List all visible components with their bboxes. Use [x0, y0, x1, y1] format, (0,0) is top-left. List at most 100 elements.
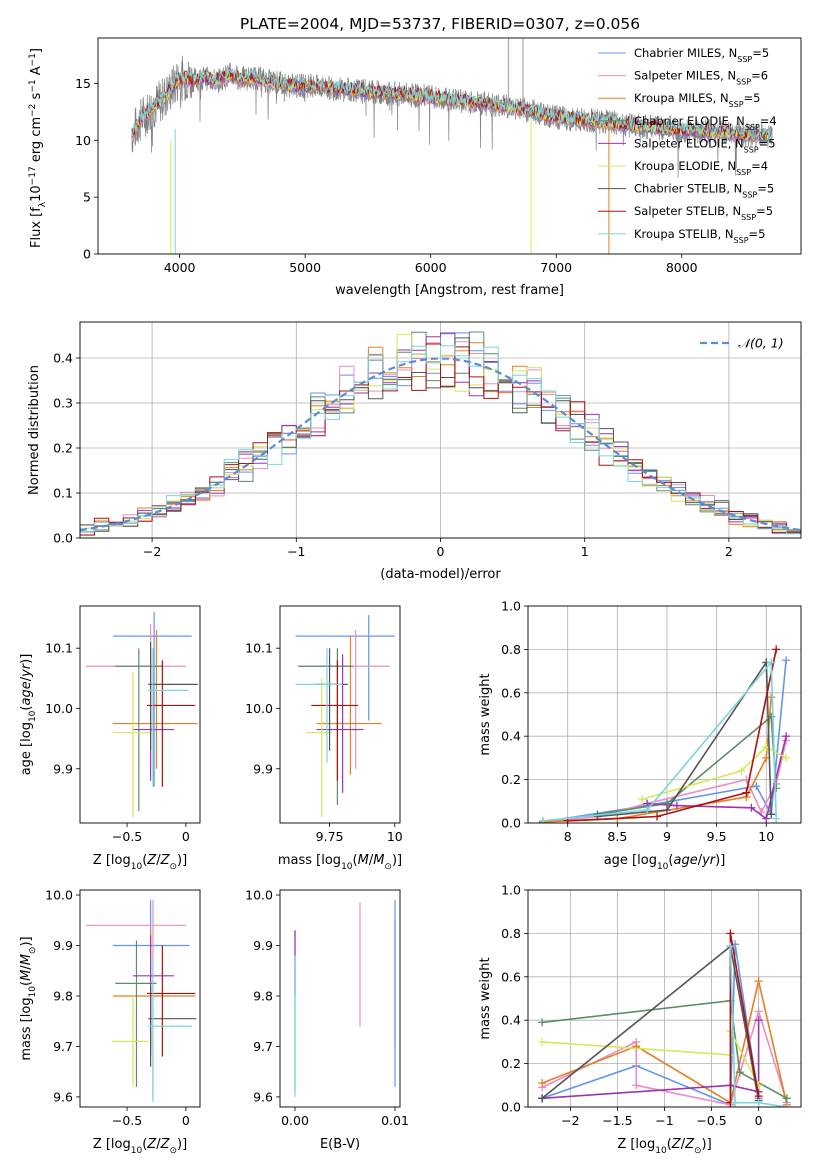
y-tick-label: 9.9	[53, 761, 73, 776]
mass-weight-point	[672, 801, 681, 810]
x-tick-label: −0.5	[112, 1113, 142, 1128]
legend-entry: Chabrier STELIB, NSSP=5	[634, 182, 774, 200]
axis-label: Z [log10(Z/Z⊙)]	[93, 1137, 187, 1156]
mass-weight-point	[772, 645, 781, 654]
mass_vs_Z-plot-area	[85, 900, 197, 1102]
x-tick-label: 2	[725, 544, 733, 559]
weight_vs_Z-panel: −2 −1.5 −1 −0.5 0 0.0 0.2 0.4 0.6 0.8 1.0 Z [log10(…	[478, 883, 802, 1156]
mass-weight-point	[782, 753, 791, 762]
legend: Chabrier MILES, NSSP=5 Salpeter MILES, NS…	[598, 46, 777, 244]
residuals-panel: −2 −1 0 1 2 0.0 0.1 0.2 0.3 0.4 (data-model)/error…	[27, 321, 802, 582]
y-axis-label: mass weight	[478, 673, 493, 755]
weight_vs_age-panel: 8 8.5 9 9.5 10 0.0 0.2 0.4 0.6 0.8 1.0 age [log10(a…	[478, 599, 802, 872]
y-tick-label: 0.2	[53, 441, 73, 456]
y-tick-label: 10.0	[45, 888, 73, 903]
y-tick-label: 0.4	[53, 351, 73, 366]
x-axis-label: E(B-V)	[320, 1137, 360, 1152]
mass-weight-series-line	[541, 944, 760, 1101]
legend-entry: Salpeter MILES, NSSP=6	[634, 69, 768, 87]
mass-weight-point	[754, 1007, 763, 1016]
residuals-plot-area	[80, 331, 801, 537]
mass-weight-point	[762, 814, 771, 823]
y-tick-label: 10.0	[245, 701, 273, 716]
age_vs_Z-panel: −0.5 0 9.9 10.0 10.1 Z [log10(Z/Z⊙)] age [log1…	[19, 605, 201, 872]
x-axis-label: (data-model)/error	[380, 567, 501, 582]
x-tick-label: 4000	[164, 260, 196, 275]
mass-weight-point	[767, 658, 776, 667]
weight_vs_age-plot-area	[538, 645, 791, 823]
y-tick-label: 9.6	[253, 1089, 273, 1104]
mass-weight-point	[726, 929, 735, 938]
mass-weight-point	[538, 1037, 547, 1046]
weight_vs_Z-plot-area	[538, 929, 791, 1107]
mass-weight-point	[767, 810, 776, 819]
legend-entry: Kroupa STELIB, NSSP=5	[634, 227, 765, 245]
y-tick-label: 10.1	[245, 641, 273, 656]
axes-frame	[79, 605, 201, 824]
y-axis-label: mass weight	[478, 957, 493, 1039]
mass_vs_EBV-panel: 0.00 0.01 9.6 9.7 9.8 9.9 10.0 E(B-V)	[245, 888, 409, 1152]
mass-weight-series-line	[597, 659, 772, 818]
axes-frame	[79, 889, 201, 1108]
y-tick-label: 0.6	[501, 685, 521, 700]
mass-weight-series-line	[567, 649, 777, 822]
age_vs_mass-plot-area	[295, 615, 395, 817]
legend-entry: 𝒩(0, 1)	[738, 336, 784, 351]
axes-frame	[79, 321, 802, 539]
y-tick-label: 0.4	[501, 729, 521, 744]
y-tick-label: 10.1	[45, 641, 73, 656]
x-tick-label: 8	[564, 829, 572, 844]
x-tick-label: −2	[143, 544, 161, 559]
mass-weight-point	[747, 803, 756, 812]
x-tick-label: 9.75	[316, 829, 344, 844]
mass-weight-point	[752, 782, 761, 791]
mass-weight-series-line	[542, 660, 787, 823]
axis-label: mass [log10(M/M⊙)]	[19, 936, 38, 1060]
y-tick-label: 9.6	[53, 1089, 73, 1104]
x-tick-label: 10	[387, 829, 403, 844]
model-spectrum-line	[131, 68, 773, 140]
axes-frame	[279, 889, 401, 1108]
mass-weight-point	[772, 814, 781, 823]
y-tick-label: 10	[75, 133, 91, 148]
x-tick-label: 0.00	[281, 1113, 309, 1128]
mass-weight-series-line	[541, 1008, 788, 1106]
y-tick-label: 0	[83, 247, 91, 262]
y-tick-label: 9.8	[253, 988, 273, 1003]
y-tick-label: 0.8	[501, 642, 521, 657]
y-tick-label: 0.2	[501, 1056, 521, 1071]
x-tick-label: 6000	[415, 260, 447, 275]
axis-label: mass [log10(M/M⊙)]	[278, 853, 402, 872]
legend-entry: Salpeter ELODIE, NSSP=5	[634, 136, 776, 154]
y-tick-label: 0.3	[53, 396, 73, 411]
x-tick-label: 9	[663, 829, 671, 844]
y-axis-label: Normed distribution	[27, 365, 42, 495]
mass-weight-point	[538, 1018, 547, 1027]
x-tick-label: −1.5	[602, 1113, 632, 1128]
x-tick-label: 8.5	[607, 829, 627, 844]
mass-weight-point	[754, 1016, 763, 1025]
x-tick-label: 0.01	[381, 1113, 409, 1128]
mass-weight-point	[726, 942, 735, 951]
y-tick-label: 0.1	[53, 486, 73, 501]
mass-weight-point	[735, 1068, 744, 1077]
axis-label: age [log10(age/yr)]	[19, 654, 38, 776]
x-tick-label: 1	[581, 544, 589, 559]
y-tick-label: 0.8	[501, 926, 521, 941]
x-tick-label: −0.5	[696, 1113, 726, 1128]
mass-weight-point	[638, 795, 647, 804]
mass-weight-point	[782, 732, 791, 741]
axes-frame	[97, 37, 802, 255]
axis-label: Z [log10(Z/Z⊙)]	[93, 853, 187, 872]
mass-weight-point	[782, 1103, 791, 1107]
y-tick-label: 9.8	[53, 988, 73, 1003]
mass_vs_Z-panel: −0.5 0 9.6 9.7 9.8 9.9 10.0 Z [log10(Z/Z⊙)] mass…	[19, 888, 201, 1156]
spectrum-plot-area	[131, 38, 773, 254]
mass-weight-series-line	[597, 715, 777, 816]
figure-title: PLATE=2004, MJD=53737, FIBERID=0307, z=0…	[240, 15, 640, 33]
axis-label: Z [log10(Z/Z⊙)]	[617, 1137, 711, 1156]
legend-entry: Kroupa ELODIE, NSSP=4	[634, 159, 768, 177]
y-tick-label: 9.9	[253, 761, 273, 776]
mass-weight-series-line	[729, 946, 788, 1107]
mass-weight-point	[538, 1079, 547, 1088]
